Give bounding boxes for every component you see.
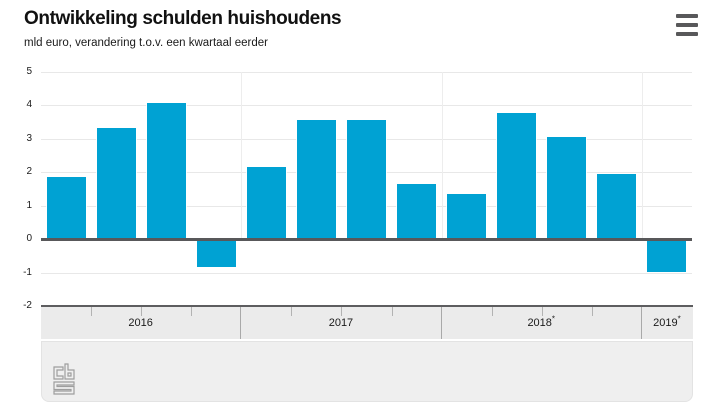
quarter-tick: [91, 307, 93, 316]
x-axis-band: 2016 2017 2018* 2019*: [41, 305, 693, 339]
quarter-tick: [391, 307, 393, 316]
y-axis-label: 4: [26, 99, 32, 110]
quarter-tick: [591, 307, 593, 316]
quarter-tick: [341, 307, 343, 316]
x-axis-year-label: 2016: [128, 317, 153, 329]
menu-button[interactable]: [676, 14, 700, 36]
x-axis-year-label: 2017: [328, 317, 354, 329]
y-axis-label: -2: [23, 300, 32, 311]
gridline: [41, 272, 692, 274]
y-axis-label: 0: [26, 233, 32, 244]
hamburger-menu-icon: [676, 14, 698, 18]
y-axis-label: 2: [26, 166, 32, 177]
y-axis-label: -1: [23, 266, 32, 278]
quarter-tick: [541, 307, 543, 316]
chart-footer: [41, 341, 693, 402]
x-axis-year-group: 2017: [241, 307, 442, 339]
year-separator-line: [641, 71, 643, 239]
quarter-tick: [191, 307, 193, 316]
bar-2019-Q1[interactable]: [646, 239, 688, 273]
hamburger-menu-icon: [676, 23, 698, 27]
bar-2016-Q3[interactable]: [145, 102, 187, 240]
bar-2018-Q4[interactable]: [596, 172, 638, 240]
x-axis-year-label: 2019*: [653, 314, 681, 329]
year-separator-line: [441, 71, 443, 239]
year-separator-line: [241, 71, 243, 239]
bar-2017-Q3[interactable]: [346, 119, 387, 240]
x-axis-year-group: 2016: [41, 307, 242, 339]
cbs-logo: [53, 363, 75, 395]
y-axis-label: 1: [26, 199, 32, 211]
bar-2017-Q4[interactable]: [396, 182, 438, 240]
x-axis-year-label: 2018*: [527, 314, 556, 329]
bar-2018-Q2[interactable]: [496, 112, 538, 240]
x-axis-year-group: 2018*: [442, 307, 642, 339]
quarter-tick: [291, 307, 293, 316]
chart-title: Ontwikkeling schulden huishoudens: [24, 8, 342, 29]
y-axis-label: 5: [26, 65, 32, 77]
gridline: [41, 71, 692, 73]
y-axis-label: 3: [26, 132, 32, 144]
bar-2016-Q1[interactable]: [45, 176, 87, 240]
bar-2016-Q2[interactable]: [95, 127, 137, 240]
bar-2018-Q1[interactable]: [446, 192, 488, 240]
zero-axis-line: [41, 237, 692, 241]
bar-2018-Q3[interactable]: [546, 135, 588, 240]
hamburger-menu-icon: [676, 32, 698, 36]
bar-2017-Q2[interactable]: [295, 119, 337, 240]
gridline: [41, 105, 692, 106]
bar-2016-Q4[interactable]: [195, 239, 237, 268]
quarter-tick: [491, 307, 493, 316]
plot-area: [41, 61, 692, 306]
chart-subtitle: mld euro, verandering t.o.v. een kwartaa…: [24, 37, 268, 49]
x-axis-year-group: 2019*: [642, 307, 692, 339]
bar-2017-Q1[interactable]: [245, 165, 287, 240]
quarter-tick: [141, 307, 143, 316]
